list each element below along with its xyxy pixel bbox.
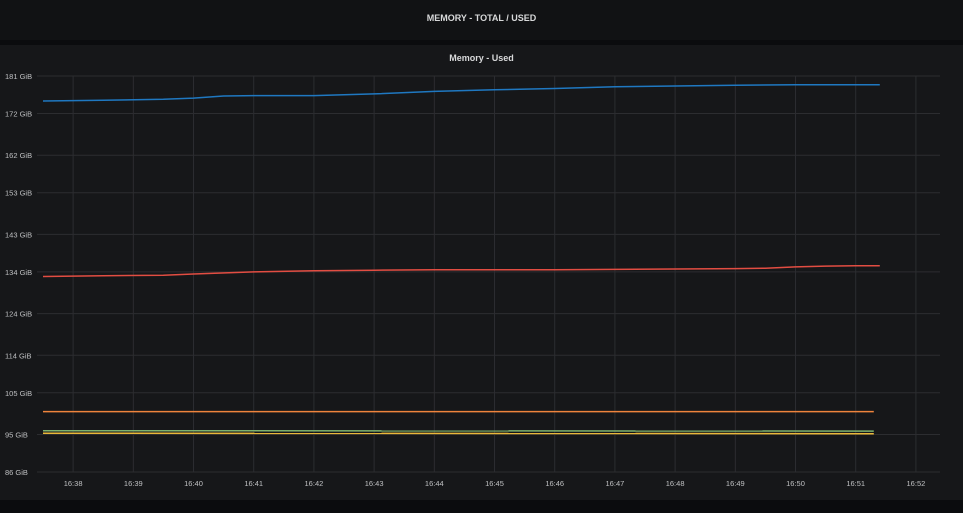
row-header[interactable]: MEMORY - TOTAL / USED (0, 0, 963, 40)
series-line-1[interactable] (42, 264, 880, 278)
y-tick-label: 172 GiB (5, 110, 32, 119)
chart-panel: Memory - Used 181 GiB 172 GiB 162 GiB 153 G… (0, 45, 963, 500)
x-tick-label: 16:43 (365, 479, 384, 488)
x-tick-label: 16:45 (485, 479, 504, 488)
y-tick-label: 181 GiB (5, 72, 32, 81)
x-tick-label: 16:38 (64, 479, 83, 488)
tick-layer: 181 GiB 172 GiB 162 GiB 153 GiB 143 GiB 134 G… (5, 72, 925, 488)
x-tick-label: 16:51 (846, 479, 865, 488)
x-tick-label: 16:49 (726, 479, 745, 488)
x-tick-label: 16:42 (305, 479, 324, 488)
y-tick-label: 162 GiB (5, 151, 32, 160)
y-tick-label: 134 GiB (5, 268, 32, 277)
grid-layer (37, 75, 940, 473)
panel-title[interactable]: Memory - Used (449, 53, 514, 63)
y-tick-label: 95 GiB (5, 430, 28, 439)
y-tick-label: 114 GiB (5, 351, 32, 360)
row-title[interactable]: MEMORY - TOTAL / USED (426, 13, 537, 23)
y-tick-label: 124 GiB (5, 310, 32, 319)
x-tick-label: 16:40 (184, 479, 203, 488)
y-tick-label: 86 GiB (5, 468, 28, 477)
x-tick-label: 16:46 (545, 479, 564, 488)
x-tick-label: 16:47 (606, 479, 625, 488)
x-tick-label: 16:48 (666, 479, 685, 488)
x-tick-label: 16:41 (244, 479, 263, 488)
x-tick-label: 16:44 (425, 479, 444, 488)
x-tick-label: 16:39 (124, 479, 143, 488)
series-line-0[interactable] (42, 84, 880, 102)
y-tick-label: 143 GiB (5, 230, 32, 239)
line-chart: 181 GiB 172 GiB 162 GiB 153 GiB 143 GiB 134 G… (5, 72, 940, 488)
series-layer (42, 84, 880, 435)
y-tick-label: 105 GiB (5, 389, 32, 398)
x-tick-label: 16:52 (907, 479, 926, 488)
series-line-4[interactable] (42, 432, 874, 435)
y-tick-label: 153 GiB (5, 189, 32, 198)
x-tick-label: 16:50 (786, 479, 805, 488)
